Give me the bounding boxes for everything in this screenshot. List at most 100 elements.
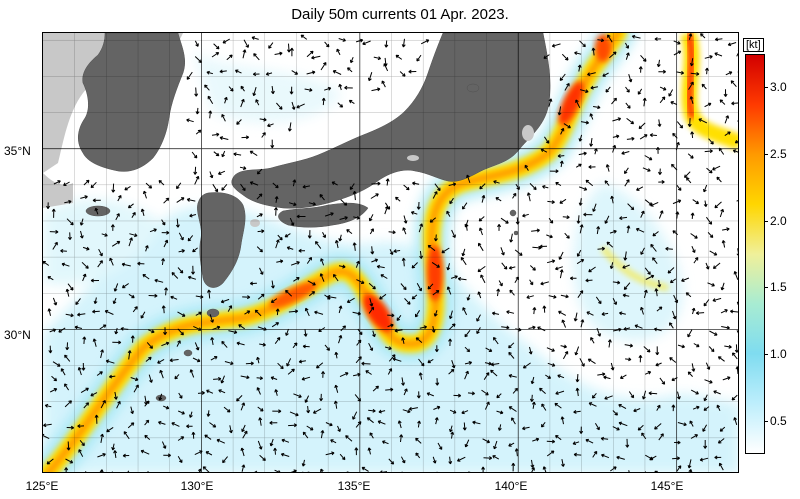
current-arrow: [610, 466, 617, 472]
current-arrow: [616, 455, 625, 460]
current-arrow: [158, 180, 165, 186]
current-arrow: [212, 183, 219, 193]
current-arrow: [372, 385, 379, 392]
current-arrow: [622, 293, 630, 298]
current-arrow: [43, 433, 50, 440]
current-arrow: [286, 43, 291, 53]
current-arrow: [110, 224, 115, 231]
current-arrow: [524, 164, 529, 171]
current-arrow: [189, 369, 195, 378]
current-arrow: [274, 196, 279, 203]
current-arrow: [354, 394, 361, 402]
current-arrow: [573, 312, 578, 322]
current-arrow: [298, 248, 305, 253]
current-arrow: [600, 436, 609, 441]
current-arrow: [687, 329, 693, 338]
current-arrow: [256, 213, 263, 218]
current-arrow: [48, 345, 53, 354]
current-arrow: [44, 403, 52, 408]
current-arrow: [256, 168, 263, 175]
current-arrow: [100, 349, 104, 359]
current-arrow: [624, 343, 634, 348]
current-arrow: [531, 467, 535, 472]
current-arrow: [161, 341, 170, 347]
current-arrow: [688, 469, 693, 472]
current-arrow: [659, 86, 667, 91]
current-arrow: [732, 352, 738, 360]
current-arrow: [448, 323, 456, 331]
current-arrow: [528, 325, 536, 330]
current-arrow: [705, 362, 711, 370]
current-arrow: [427, 358, 434, 364]
current-arrow: [221, 113, 226, 122]
current-arrow: [481, 194, 486, 203]
current-arrow: [708, 346, 715, 353]
current-arrow: [208, 110, 213, 119]
current-arrow: [43, 423, 52, 428]
current-arrow: [270, 86, 275, 95]
x-tick-label-135e: 135°E: [337, 479, 371, 493]
current-arrow: [724, 131, 731, 137]
current-arrow: [575, 387, 580, 397]
current-arrow: [706, 167, 713, 174]
current-arrow: [256, 193, 263, 200]
current-arrow: [377, 420, 386, 425]
current-arrow: [702, 424, 708, 432]
current-arrow: [176, 182, 182, 190]
current-arrow: [689, 96, 694, 104]
current-arrow: [289, 86, 294, 95]
current-arrow: [675, 211, 680, 219]
current-arrow: [692, 199, 700, 205]
current-arrow: [719, 99, 726, 105]
current-arrow: [703, 394, 708, 402]
current-arrow: [267, 123, 274, 128]
current-arrow: [65, 313, 74, 318]
colorbar-tick-label: 1.0: [770, 347, 787, 361]
current-arrow: [319, 273, 325, 282]
current-arrow: [112, 297, 117, 305]
current-arrow: [53, 180, 61, 185]
current-arrow: [93, 297, 98, 305]
current-arrow: [736, 50, 738, 57]
current-arrow: [451, 360, 456, 369]
current-arrow: [327, 294, 337, 299]
current-arrow: [705, 67, 709, 75]
current-arrow: [496, 393, 502, 399]
current-arrow: [269, 420, 278, 425]
current-arrow: [528, 346, 533, 355]
current-arrow: [304, 88, 313, 92]
current-arrow: [385, 178, 390, 186]
current-arrow: [734, 344, 738, 353]
current-arrow: [288, 423, 297, 428]
current-arrow: [446, 210, 451, 217]
current-arrow: [722, 227, 730, 232]
current-arrow: [416, 283, 422, 292]
current-arrow: [590, 85, 598, 90]
current-arrow: [178, 232, 184, 241]
current-arrow: [49, 388, 58, 393]
current-arrow: [97, 260, 103, 268]
current-arrow: [345, 435, 353, 442]
current-arrow: [595, 296, 602, 305]
kuroshio-current: [43, 33, 738, 472]
current-arrow: [368, 306, 375, 314]
current-arrow: [43, 260, 50, 266]
current-arrow: [431, 325, 436, 333]
current-arrow: [705, 262, 710, 270]
current-arrow: [332, 70, 342, 75]
current-arrow: [140, 311, 146, 319]
current-arrow: [560, 344, 567, 349]
current-arrow: [512, 192, 517, 199]
current-arrow: [612, 426, 620, 431]
current-arrow: [657, 119, 662, 127]
current-arrow: [537, 326, 546, 332]
current-arrow: [127, 350, 132, 360]
current-arrow: [446, 286, 452, 295]
current-arrow: [588, 402, 597, 407]
current-arrow: [597, 372, 606, 377]
current-arrow: [448, 338, 453, 347]
current-arrow: [121, 283, 129, 289]
current-arrow: [177, 328, 184, 336]
current-arrow: [612, 144, 617, 153]
current-arrow: [555, 182, 562, 187]
